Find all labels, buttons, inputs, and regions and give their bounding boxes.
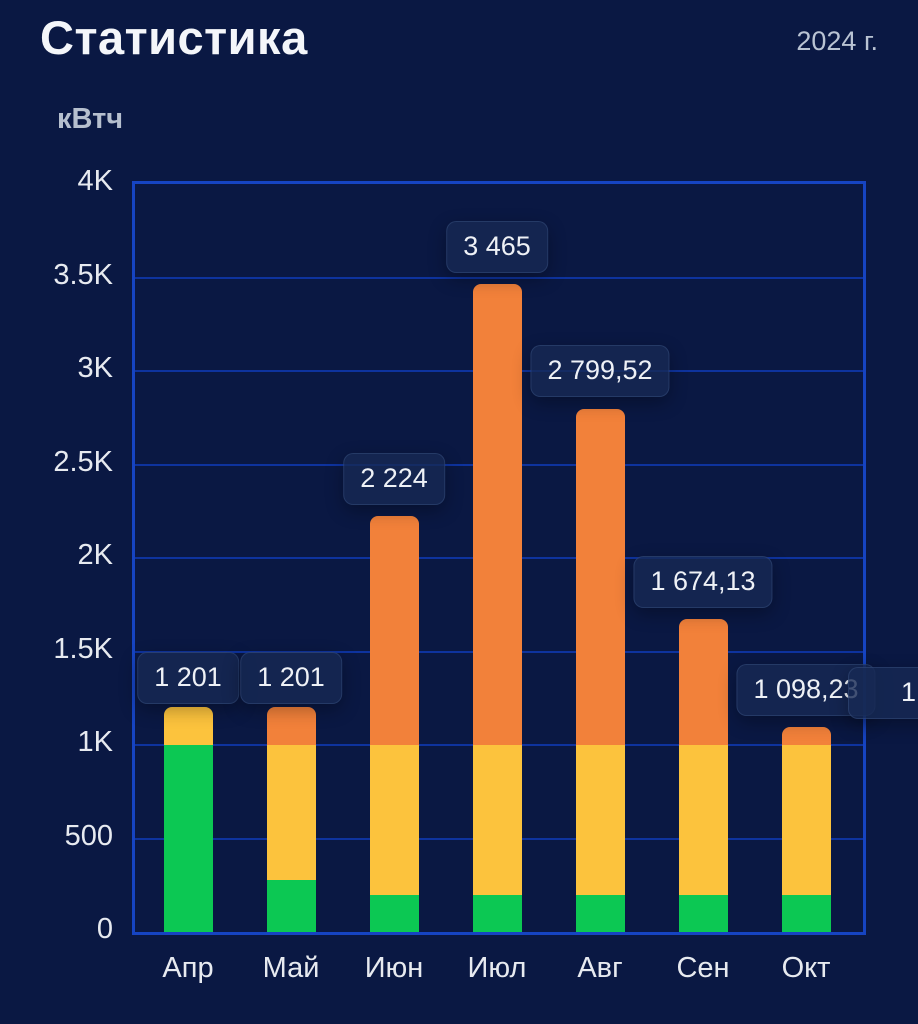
bar-segment-yellow-tier: [781, 745, 831, 895]
y-axis-tick-label: 3.5K: [53, 258, 113, 291]
x-axis-month-label: Окт: [781, 952, 831, 984]
value-badge-clipped-next: 1: [848, 667, 918, 719]
stacked-bar-Авг[interactable]: [575, 408, 625, 932]
bar-segment-orange-tier: [678, 618, 728, 746]
bar-segment-green-tier: [781, 894, 831, 932]
value-badge-Июн: 2 224: [343, 453, 445, 506]
value-badge-Сен: 1 674,13: [633, 555, 773, 608]
x-axis-month-label: Апр: [162, 952, 214, 984]
y-axis-tick-label: 0: [96, 913, 113, 945]
y-axis-tick-label: 2K: [77, 539, 113, 571]
y-axis-tick-label: 3K: [77, 352, 113, 384]
stacked-bar-Апр[interactable]: [163, 707, 213, 932]
bar-segment-yellow-tier: [163, 707, 213, 745]
bar-segment-green-tier: [163, 745, 213, 932]
x-axis-month-label: Июл: [467, 952, 527, 984]
year-label: 2024 г.: [796, 26, 878, 56]
stacked-bar-Июл[interactable]: [472, 284, 522, 932]
y-axis-tick-label: 1K: [77, 726, 113, 758]
x-axis-month-label: Май: [262, 952, 320, 984]
value-badge-Июл: 3 465: [446, 221, 548, 274]
bar-segment-orange-tier: [472, 284, 522, 746]
bar-segment-green-tier: [472, 894, 522, 932]
bar-segment-orange-tier: [369, 516, 419, 746]
bar-segment-green-tier: [575, 894, 625, 932]
bar-segment-yellow-tier: [678, 745, 728, 895]
stacked-bar-Сен[interactable]: [678, 618, 728, 932]
page-title: Статистика: [40, 11, 308, 64]
bar-segment-yellow-tier: [266, 745, 316, 880]
bar-segment-green-tier: [266, 879, 316, 932]
gridline: [135, 276, 863, 279]
value-badge-Апр: 1 201: [137, 652, 239, 705]
x-axis-month-label: Авг: [577, 952, 623, 984]
bar-segment-yellow-tier: [369, 745, 419, 895]
bar-segment-orange-tier: [266, 707, 316, 746]
stacked-bar-Окт[interactable]: [781, 726, 831, 932]
y-axis-tick-label: 2.5K: [53, 445, 113, 478]
x-axis-month-label: Сен: [676, 952, 730, 984]
y-axis-tick-label: 1.5K: [53, 632, 113, 665]
value-badge-Май: 1 201: [240, 652, 342, 705]
plot-inner: [135, 184, 863, 932]
y-axis-tick-label: 4K: [77, 165, 113, 197]
bar-segment-green-tier: [678, 894, 728, 932]
bar-segment-yellow-tier: [575, 745, 625, 895]
value-badge-Авг: 2 799,52: [530, 345, 670, 398]
bar-segment-orange-tier: [781, 726, 831, 746]
bar-segment-green-tier: [369, 894, 419, 932]
stacked-bar-Май[interactable]: [266, 707, 316, 932]
bar-segment-yellow-tier: [472, 745, 522, 895]
y-axis-tick-label: 500: [64, 819, 113, 852]
unit-label: кВтч: [57, 103, 124, 135]
bar-segment-orange-tier: [575, 408, 625, 746]
stacked-bar-Июн[interactable]: [369, 516, 419, 932]
bar-chart-plot-area: [132, 181, 866, 935]
x-axis-month-label: Июн: [364, 952, 424, 984]
